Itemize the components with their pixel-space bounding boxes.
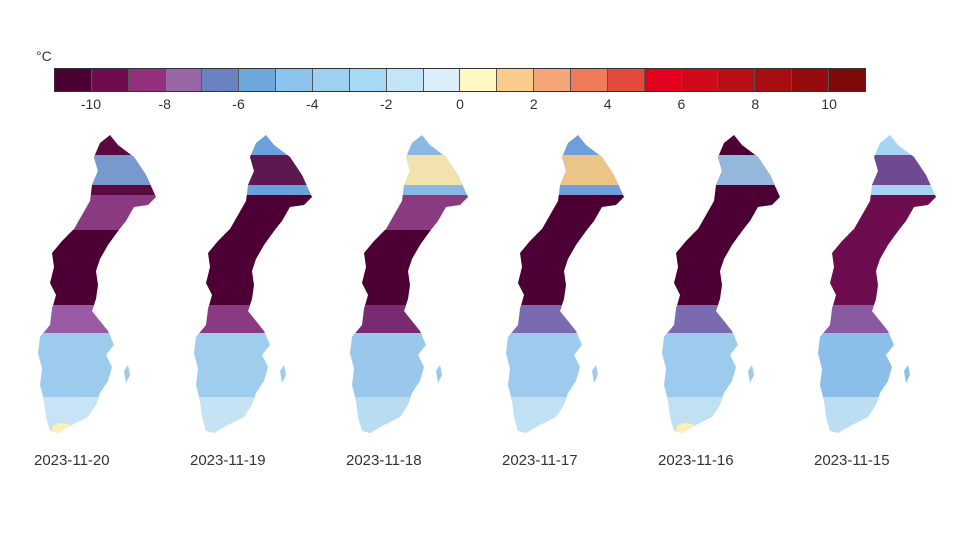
- temperature-map: [350, 135, 468, 433]
- legend-bin: [423, 69, 461, 91]
- legend-tick-label: 4: [603, 96, 612, 112]
- legend-tick-label: 8: [751, 96, 760, 112]
- temperature-map: [662, 135, 780, 433]
- legend-bin: [313, 69, 350, 91]
- legend-bin: [792, 69, 830, 91]
- map-date-label: 2023-11-17: [502, 452, 578, 469]
- legend-bin: [165, 69, 203, 91]
- legend-tick-label: 6: [677, 96, 686, 112]
- legend-bin: [607, 69, 645, 91]
- legend-bin: [276, 69, 314, 91]
- legend-bin: [386, 69, 424, 91]
- map-date-label: 2023-11-20: [34, 452, 110, 469]
- legend-bin: [202, 69, 240, 91]
- legend-bin: [239, 69, 277, 91]
- legend-bin: [91, 69, 129, 91]
- legend-bin: [497, 69, 535, 91]
- legend-tick-label: -10: [80, 96, 102, 112]
- temperature-map: [194, 135, 312, 433]
- color-legend: [54, 68, 866, 92]
- temperature-map: [506, 135, 624, 433]
- temperature-map: [38, 135, 156, 433]
- legend-tick-label: 10: [821, 96, 837, 112]
- legend-bin: [755, 69, 793, 91]
- legend-tick-label: -2: [379, 96, 393, 112]
- legend-ticks: -10 -8 -6 -4 -2 0 2 4 6 8 10: [54, 96, 866, 116]
- legend-bin: [55, 69, 92, 91]
- legend-bin: [349, 69, 387, 91]
- legend-unit: °C: [36, 48, 52, 64]
- legend-bin: [718, 69, 756, 91]
- legend-bin: [534, 69, 572, 91]
- legend-bin: [644, 69, 682, 91]
- map-date-label: 2023-11-15: [814, 452, 890, 469]
- legend-tick-label: -4: [306, 96, 319, 112]
- legend-tick-label: -6: [232, 96, 245, 112]
- legend-bin: [460, 69, 498, 91]
- legend-bin: [571, 69, 608, 91]
- legend-bin: [128, 69, 166, 91]
- map-row: [0, 135, 980, 445]
- map-date-label: 2023-11-19: [190, 452, 266, 469]
- temperature-map: [818, 135, 936, 433]
- legend-tick-label: 2: [529, 96, 538, 112]
- legend-bin: [681, 69, 719, 91]
- legend-tick-label: 0: [456, 96, 464, 112]
- map-date-label: 2023-11-18: [346, 452, 422, 469]
- legend-tick-label: -8: [158, 96, 171, 112]
- legend-bin: [829, 69, 865, 91]
- map-date-label: 2023-11-16: [658, 452, 734, 469]
